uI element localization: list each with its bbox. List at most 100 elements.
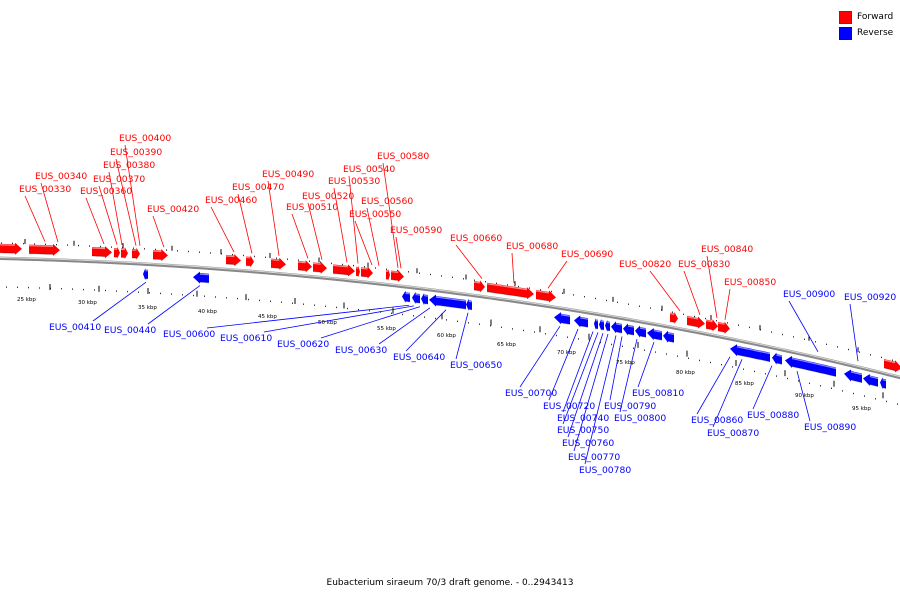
gene-label[interactable]: EUS_00550 — [349, 209, 401, 220]
gene-label[interactable]: EUS_00810 — [632, 388, 684, 399]
reverse-gene-arrow[interactable] — [623, 323, 635, 336]
reverse-gene-arrow[interactable] — [466, 298, 473, 311]
gene-label[interactable]: EUS_00530 — [328, 176, 380, 187]
gene-label[interactable]: EUS_00520 — [302, 191, 354, 202]
reverse-gene-arrow[interactable] — [844, 369, 863, 384]
forward-gene-arrow[interactable] — [121, 247, 128, 260]
gene-label[interactable]: EUS_00390 — [110, 147, 162, 158]
gene-label[interactable]: EUS_00400 — [119, 133, 171, 144]
gene-label[interactable]: EUS_00780 — [579, 465, 631, 476]
forward-gene-arrow[interactable] — [360, 266, 373, 279]
gene-label[interactable]: EUS_00620 — [277, 339, 329, 350]
forward-gene-arrow[interactable] — [152, 249, 168, 262]
gene-label[interactable]: EUS_00640 — [393, 352, 445, 363]
gene-label[interactable]: EUS_00330 — [19, 184, 71, 195]
gene-label[interactable]: EUS_00410 — [49, 322, 101, 333]
gene-label[interactable]: EUS_00760 — [562, 438, 614, 449]
forward-gene-arrow[interactable] — [705, 319, 718, 332]
forward-gene-arrow[interactable] — [312, 261, 327, 274]
gene-label[interactable]: EUS_00740 — [557, 413, 609, 424]
forward-gene-arrow[interactable] — [245, 255, 254, 268]
forward-gene-arrow[interactable] — [386, 268, 390, 281]
reverse-gene-arrow[interactable] — [880, 377, 887, 390]
reverse-gene-arrow[interactable] — [605, 319, 611, 332]
gene-label[interactable]: EUS_00630 — [335, 345, 387, 356]
reverse-gene-arrow[interactable] — [635, 325, 647, 338]
reverse-gene-arrow[interactable] — [193, 271, 210, 284]
gene-label[interactable]: EUS_00830 — [678, 259, 730, 270]
gene-label[interactable]: EUS_00510 — [286, 202, 338, 213]
forward-gene-arrow[interactable] — [669, 311, 678, 324]
gene-label[interactable]: EUS_00470 — [232, 182, 284, 193]
gene-label[interactable]: EUS_00650 — [450, 360, 502, 371]
reverse-gene-arrow[interactable] — [554, 312, 571, 325]
gene-label[interactable]: EUS_00590 — [390, 225, 442, 236]
forward-gene-arrow[interactable] — [131, 247, 140, 260]
reverse-gene-arrow[interactable] — [647, 328, 663, 341]
forward-gene-arrow[interactable] — [356, 265, 360, 278]
reverse-gene-arrow[interactable] — [772, 352, 783, 365]
gene-label[interactable]: EUS_00360 — [80, 186, 132, 197]
gene-label[interactable]: EUS_00840 — [701, 244, 753, 255]
gene-label[interactable]: EUS_00680 — [506, 241, 558, 252]
forward-gene-arrow[interactable] — [473, 280, 485, 293]
gene-label[interactable]: EUS_00580 — [377, 151, 429, 162]
gene-label[interactable]: EUS_00540 — [343, 164, 395, 175]
gene-label[interactable]: EUS_00700 — [505, 388, 557, 399]
gene-label[interactable]: EUS_00920 — [844, 292, 896, 303]
gene-label[interactable]: EUS_00690 — [561, 249, 613, 260]
gene-label[interactable]: EUS_00800 — [614, 413, 666, 424]
forward-gene-arrow[interactable] — [883, 359, 900, 373]
forward-gene-arrow[interactable] — [92, 246, 112, 259]
forward-gene-arrow[interactable] — [270, 257, 286, 270]
reverse-gene-arrow[interactable] — [599, 318, 605, 331]
gene-label[interactable]: EUS_00560 — [361, 196, 413, 207]
gene-label[interactable]: EUS_00370 — [93, 174, 145, 185]
forward-gene-arrow[interactable] — [332, 264, 355, 277]
forward-gene-arrow[interactable] — [717, 321, 730, 334]
gene-label[interactable]: EUS_00820 — [619, 259, 671, 270]
reverse-gene-arrow[interactable] — [663, 330, 675, 343]
gene-label[interactable]: EUS_00380 — [103, 160, 155, 171]
gene-label[interactable]: EUS_00340 — [35, 171, 87, 182]
forward-gene-arrow[interactable] — [297, 260, 312, 273]
reverse-gene-arrow[interactable] — [785, 356, 837, 377]
gene-label[interactable]: EUS_00610 — [220, 333, 272, 344]
gene-label[interactable]: EUS_00900 — [783, 289, 835, 300]
reverse-gene-arrow[interactable] — [863, 374, 879, 387]
reverse-gene-arrow[interactable] — [402, 290, 411, 303]
gene-label[interactable]: EUS_00460 — [205, 195, 257, 206]
gene-label[interactable]: EUS_00790 — [604, 401, 656, 412]
gene-label[interactable]: EUS_00890 — [804, 422, 856, 433]
gene-label[interactable]: EUS_00770 — [568, 452, 620, 463]
scale-dot — [683, 313, 684, 315]
forward-gene-arrow[interactable] — [390, 270, 404, 282]
forward-gene-arrow[interactable] — [535, 289, 556, 303]
gene-label[interactable]: EUS_00600 — [163, 329, 215, 340]
reverse-gene-arrow[interactable] — [412, 292, 421, 304]
reverse-gene-arrow[interactable] — [730, 344, 771, 363]
gene-label[interactable]: EUS_00490 — [262, 169, 314, 180]
gene-label[interactable]: EUS_00870 — [707, 428, 759, 439]
reverse-gene-arrow[interactable] — [143, 268, 148, 281]
gene-label[interactable]: EUS_00440 — [104, 325, 156, 336]
reverse-gene-arrow[interactable] — [421, 293, 429, 306]
gene-label[interactable]: EUS_00420 — [147, 204, 199, 215]
gene-label[interactable]: EUS_00750 — [557, 425, 609, 436]
reverse-gene-arrow[interactable] — [574, 315, 589, 328]
reverse-gene-arrow[interactable] — [429, 294, 467, 310]
forward-gene-arrow[interactable] — [225, 254, 241, 267]
reverse-gene-arrow[interactable] — [611, 321, 623, 334]
reverse-swatch — [839, 26, 852, 40]
gene-label[interactable]: EUS_00880 — [747, 410, 799, 421]
forward-gene-arrow[interactable] — [0, 242, 22, 255]
forward-gene-arrow[interactable] — [28, 243, 60, 256]
gene-label[interactable]: EUS_00850 — [724, 277, 776, 288]
gene-label[interactable]: EUS_00860 — [691, 415, 743, 426]
forward-gene-arrow[interactable] — [486, 282, 534, 300]
gene-label[interactable]: EUS_00660 — [450, 233, 502, 244]
forward-gene-arrow[interactable] — [114, 246, 120, 259]
reverse-gene-arrow[interactable] — [594, 318, 598, 330]
gene-label[interactable]: EUS_00720 — [543, 401, 595, 412]
forward-gene-arrow[interactable] — [686, 315, 705, 329]
